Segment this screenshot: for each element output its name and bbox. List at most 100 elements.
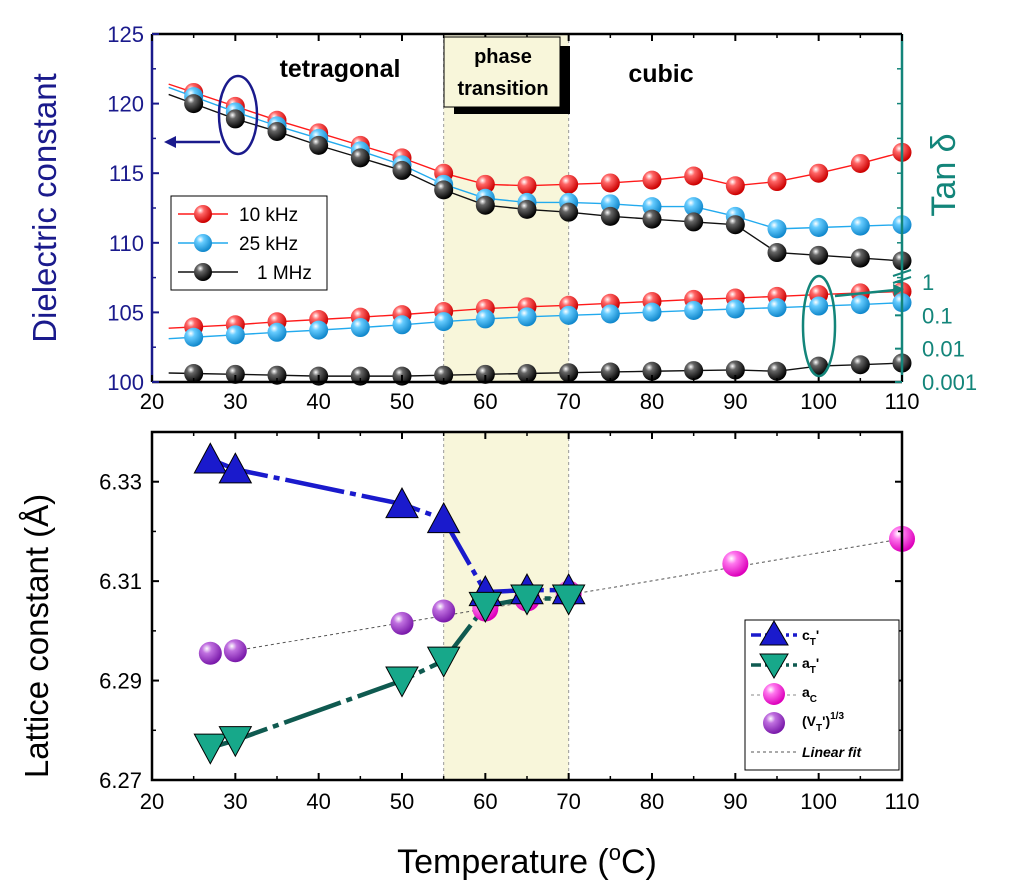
data-point bbox=[468, 591, 503, 624]
data-point bbox=[434, 312, 454, 332]
x-tick-label: 50 bbox=[390, 789, 414, 814]
dielectric-series-indicator-ellipse bbox=[217, 74, 259, 156]
legend-label-ct: cT' bbox=[802, 627, 819, 648]
tan-delta-axis-arrow-icon bbox=[893, 284, 904, 296]
data-point bbox=[850, 216, 870, 236]
x-tick-label: 60 bbox=[473, 789, 497, 814]
data-point bbox=[600, 304, 620, 324]
y-tick-label: 6.29 bbox=[99, 669, 142, 694]
x-tick-label: 60 bbox=[473, 389, 497, 414]
data-point bbox=[193, 733, 228, 765]
data-point bbox=[184, 363, 204, 383]
legend-marker-1mhz bbox=[194, 263, 212, 281]
data-point bbox=[225, 364, 245, 384]
legend-vt-base: (V bbox=[802, 713, 817, 729]
data-point bbox=[809, 356, 829, 376]
data-point bbox=[193, 442, 228, 474]
y-tick-label: 100 bbox=[107, 370, 144, 395]
legend-marker-vt bbox=[763, 712, 785, 734]
data-point bbox=[767, 243, 787, 263]
x-tick-label: 100 bbox=[800, 789, 837, 814]
legend-ac-sub: C bbox=[810, 694, 817, 705]
data-point bbox=[426, 646, 461, 678]
data-point bbox=[642, 170, 662, 190]
x-tick-label: 90 bbox=[723, 789, 747, 814]
tan-tick-label: 1 bbox=[922, 270, 934, 295]
dielectric-axis-arrow-icon bbox=[164, 136, 176, 148]
y-tick-label: 6.33 bbox=[99, 470, 142, 495]
data-point bbox=[809, 217, 829, 237]
data-point bbox=[559, 174, 579, 194]
axis-break-mark bbox=[892, 269, 912, 277]
x-tick-label: 30 bbox=[223, 789, 247, 814]
data-point bbox=[850, 355, 870, 375]
tan-tick-label: 0.01 bbox=[922, 337, 965, 362]
data-point bbox=[850, 295, 870, 315]
x-tick-label: 50 bbox=[390, 389, 414, 414]
legend-label-ac: aC bbox=[802, 684, 817, 705]
data-point bbox=[475, 195, 495, 215]
legend-at-tail: ' bbox=[816, 655, 819, 671]
data-point bbox=[390, 611, 414, 635]
data-point bbox=[559, 363, 579, 383]
data-point bbox=[725, 176, 745, 196]
x-tick-label: 20 bbox=[140, 389, 164, 414]
legend-marker-ac bbox=[763, 683, 785, 705]
data-point bbox=[642, 302, 662, 322]
x-tick-label: 100 bbox=[800, 389, 837, 414]
x-tick-label: 40 bbox=[306, 389, 330, 414]
legend-vt-sub: T bbox=[816, 723, 822, 734]
data-point bbox=[426, 501, 461, 534]
dielectric-y-tick-labels: 100 105 110 115 120 125 bbox=[107, 22, 144, 395]
data-point bbox=[475, 309, 495, 329]
dielectric-plot-marks bbox=[168, 82, 912, 386]
data-point bbox=[767, 219, 787, 239]
phase-label-line2: transition bbox=[457, 78, 548, 100]
data-point bbox=[432, 599, 456, 623]
dielectric-y-axis-title: Dielectric constant bbox=[26, 73, 63, 343]
data-point bbox=[559, 305, 579, 325]
lattice-legend: cT' aT' aC (VT')1/3 Linear fit bbox=[744, 619, 900, 771]
data-point bbox=[725, 360, 745, 380]
legend-vt-sup: 1/3 bbox=[830, 711, 844, 722]
x-tick-label: 80 bbox=[640, 789, 664, 814]
legend-marker-at bbox=[759, 653, 789, 679]
data-point bbox=[392, 315, 412, 335]
data-point bbox=[309, 135, 329, 155]
y-tick-label: 110 bbox=[109, 231, 144, 256]
x-tick-label: 20 bbox=[140, 789, 164, 814]
legend-label-1mhz: 1 MHz bbox=[257, 263, 312, 284]
x-tick-label: 110 bbox=[884, 789, 919, 814]
temperature-axis-title: Temperature (oC) bbox=[397, 840, 657, 881]
data-point bbox=[684, 300, 704, 320]
legend-ct-tail: ' bbox=[816, 627, 819, 643]
data-point bbox=[600, 173, 620, 193]
legend-marker-25khz bbox=[194, 234, 212, 252]
tetragonal-label: tetragonal bbox=[280, 55, 401, 83]
temperature-axis-title-sup: o bbox=[609, 840, 621, 865]
data-point bbox=[551, 584, 586, 616]
data-point bbox=[809, 163, 829, 183]
lattice-plot-marks bbox=[193, 442, 915, 765]
data-point bbox=[559, 202, 579, 222]
legend-at-sub: T bbox=[810, 665, 816, 676]
data-point bbox=[767, 298, 787, 318]
data-point bbox=[225, 325, 245, 345]
x-tick-label: 110 bbox=[884, 389, 919, 414]
tan-delta-tick-labels: 1 0.1 0.01 0.001 bbox=[922, 270, 977, 395]
phase-transition-shade-bottom bbox=[443, 432, 569, 780]
data-point bbox=[350, 318, 370, 338]
legend-ac-base: a bbox=[802, 684, 810, 700]
legend-label-linear-fit: Linear fit bbox=[802, 744, 862, 760]
data-point bbox=[684, 212, 704, 232]
data-point bbox=[600, 362, 620, 382]
y-tick-label: 120 bbox=[107, 92, 144, 117]
dielectric-x-tick-labels: 20 30 40 50 60 70 80 90 100 110 bbox=[140, 389, 920, 414]
dielectric-plot-frame bbox=[150, 32, 912, 384]
data-point bbox=[684, 361, 704, 381]
data-point bbox=[767, 361, 787, 381]
x-tick-label: 70 bbox=[556, 789, 580, 814]
legend-vt-tail: ') bbox=[822, 713, 830, 729]
data-point bbox=[510, 584, 544, 616]
y-tick-label: 105 bbox=[107, 300, 144, 325]
